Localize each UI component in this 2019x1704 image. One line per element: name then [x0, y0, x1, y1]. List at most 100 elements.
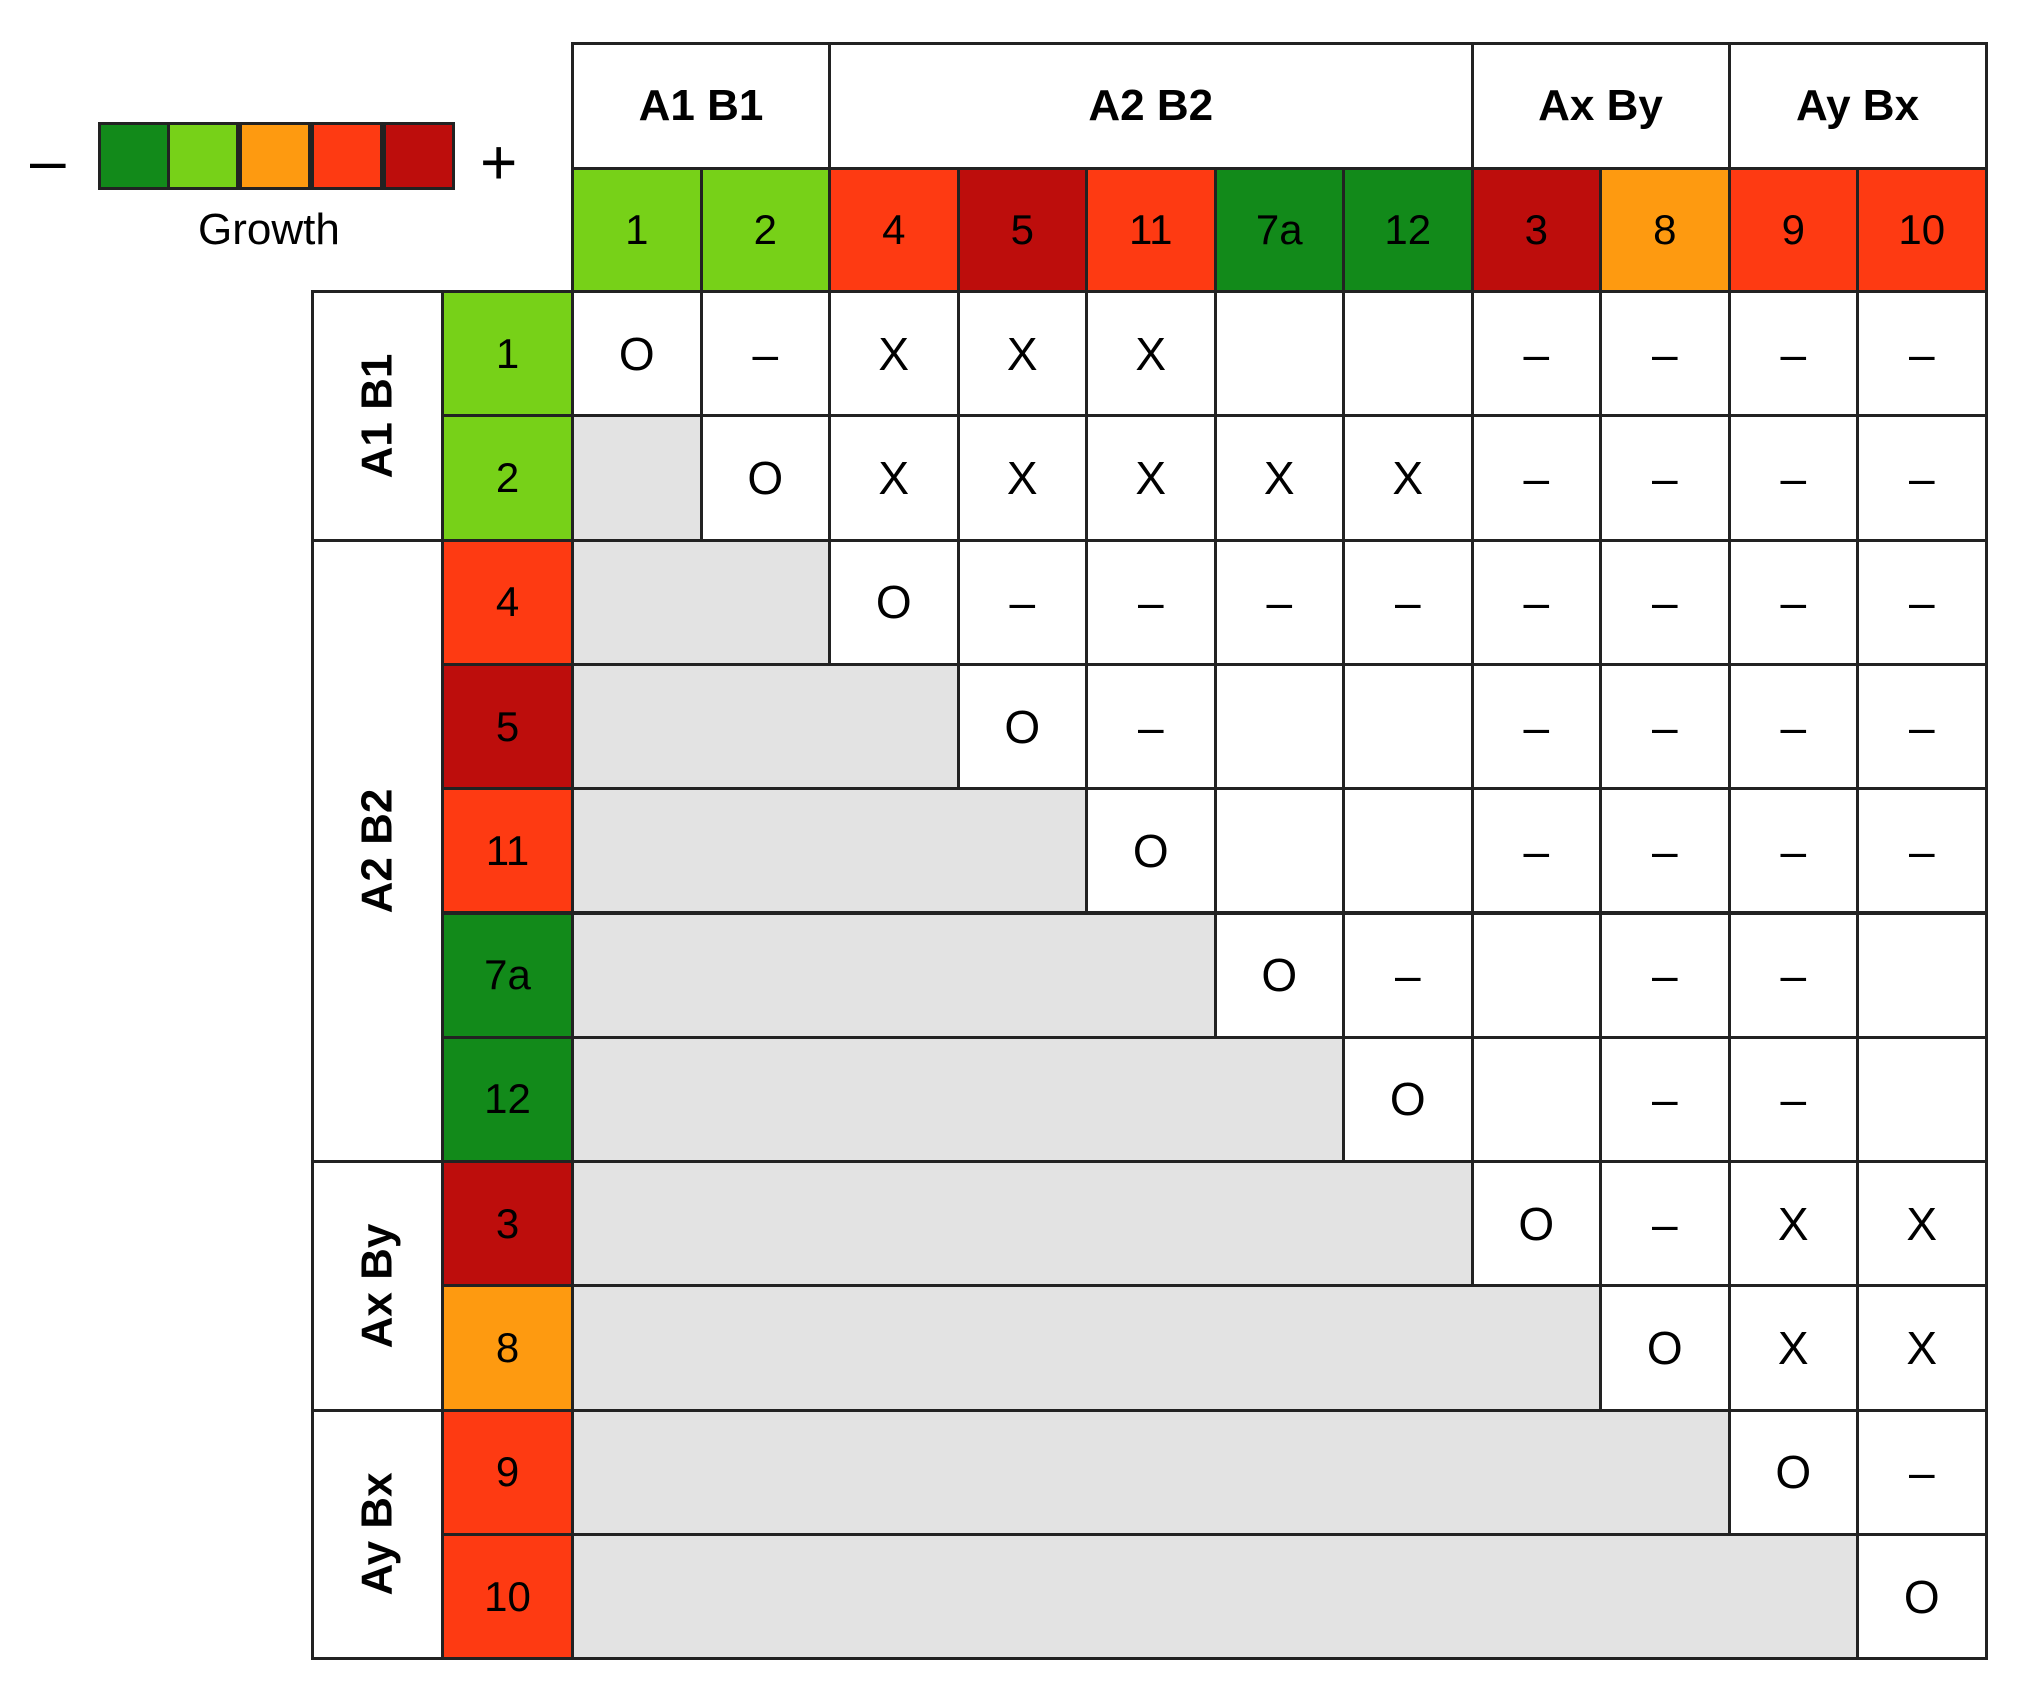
lower-triangle-fill: [571, 1408, 1731, 1536]
matrix-cell: –: [1599, 787, 1731, 915]
lower-triangle-fill: [571, 1160, 1474, 1288]
row-strain-label: 7a: [484, 951, 531, 999]
matrix-cell: X: [1727, 1160, 1859, 1288]
row-strain-label: 12: [484, 1075, 531, 1123]
row-header-strain: 5: [441, 662, 574, 791]
legend-swatch-4: [311, 122, 383, 190]
matrix-cell-mark: –: [1908, 327, 1935, 380]
column-group-header: A2 B2: [828, 42, 1474, 170]
matrix-cell: –: [1085, 662, 1217, 791]
row-group-label: A2 B2: [352, 788, 402, 914]
column-strain-label: 5: [1010, 206, 1034, 253]
row-group-header: A1 B1: [311, 290, 444, 542]
lower-triangle-fill: [571, 662, 960, 791]
matrix-cell-mark: O: [1518, 1197, 1555, 1250]
matrix-cell: O: [1727, 1408, 1859, 1536]
matrix-cell-mark: X: [1777, 1197, 1809, 1250]
lower-triangle-fill: [571, 414, 703, 542]
column-header-strain: 12: [1342, 167, 1474, 293]
legend-minus-sign: –: [30, 124, 66, 196]
lower-triangle-fill: [571, 1284, 1602, 1412]
column-header-strain: 8: [1599, 167, 1731, 293]
row-header-strain: 3: [441, 1160, 574, 1288]
row-group-label: Ax By: [352, 1223, 402, 1349]
matrix-cell-mark: –: [1651, 824, 1678, 877]
matrix-cell: –: [699, 290, 831, 418]
matrix-cell: –: [1856, 290, 1988, 418]
matrix-cell-mark: –: [1523, 824, 1550, 877]
column-group-label: A1 B1: [638, 81, 764, 130]
column-strain-label: 9: [1781, 206, 1805, 253]
matrix-cell-mark: X: [1906, 1197, 1938, 1250]
matrix-cell: –: [1342, 538, 1474, 666]
matrix-cell-mark: X: [1135, 327, 1167, 380]
matrix-cell-mark: –: [1780, 700, 1807, 753]
column-header-strain: 5: [956, 167, 1088, 293]
row-strain-label: 9: [495, 1448, 520, 1496]
matrix-cell: [1342, 662, 1474, 791]
matrix-cell: X: [1727, 1284, 1859, 1412]
matrix-cell: –: [1856, 1408, 1988, 1536]
column-header-strain: 9: [1727, 167, 1859, 293]
matrix-cell: –: [1727, 911, 1859, 1039]
column-group-header: Ay Bx: [1727, 42, 1988, 170]
matrix-cell: –: [1727, 538, 1859, 666]
matrix-cell-mark: O: [1903, 1570, 1940, 1623]
matrix-cell: X: [956, 290, 1088, 418]
row-header-strain: 9: [441, 1408, 574, 1536]
matrix-cell-mark: O: [1004, 700, 1041, 753]
column-group-label: A2 B2: [1088, 81, 1214, 130]
matrix-cell-mark: X: [1392, 451, 1424, 504]
row-group-label: A1 B1: [352, 353, 402, 479]
matrix-cell-mark: –: [1651, 1197, 1678, 1250]
matrix-cell-mark: –: [1523, 451, 1550, 504]
matrix-cell-mark: –: [1137, 576, 1164, 629]
matrix-cell-mark: O: [1389, 1073, 1426, 1126]
matrix-cell-mark: –: [1780, 451, 1807, 504]
matrix-cell: –: [1727, 1035, 1859, 1164]
matrix-cell-mark: X: [1135, 451, 1167, 504]
column-strain-label: 11: [1128, 206, 1173, 253]
matrix-cell: –: [1727, 662, 1859, 791]
column-strain-label: 2: [753, 206, 777, 253]
legend-swatch-5: [383, 122, 455, 190]
matrix-cell: –: [1599, 1160, 1731, 1288]
matrix-cell: –: [1599, 414, 1731, 542]
matrix-cell-mark: –: [1908, 1446, 1935, 1499]
matrix-cell: O: [571, 290, 703, 418]
matrix-cell-mark: –: [1908, 576, 1935, 629]
matrix-cell: –: [1599, 662, 1731, 791]
matrix-cell: [1470, 1035, 1602, 1164]
matrix-cell: X: [1856, 1160, 1988, 1288]
matrix-cell-mark: –: [1651, 451, 1678, 504]
matrix-cell: X: [1213, 414, 1345, 542]
row-group-label: Ay Bx: [352, 1472, 402, 1597]
matrix-cell-mark: –: [1266, 576, 1293, 629]
matrix-cell: [1470, 911, 1602, 1039]
matrix-cell-mark: –: [1651, 949, 1678, 1002]
column-header-strain: 1: [571, 167, 703, 293]
matrix-cell: [1213, 662, 1345, 791]
matrix-cell-mark: O: [618, 327, 655, 380]
matrix-cell-mark: –: [1780, 576, 1807, 629]
matrix-cell: –: [1599, 538, 1731, 666]
row-strain-label: 11: [485, 826, 530, 874]
lower-triangle-fill: [571, 1533, 1859, 1661]
matrix-cell: O: [1856, 1533, 1988, 1661]
lower-triangle-fill: [571, 1035, 1345, 1164]
matrix-cell-mark: –: [752, 327, 779, 380]
matrix-cell: –: [1727, 290, 1859, 418]
matrix-cell: –: [1213, 538, 1345, 666]
matrix-cell: X: [828, 414, 960, 542]
column-header-strain: 10: [1856, 167, 1988, 293]
matrix-cell: [1856, 911, 1988, 1039]
column-strain-label: 3: [1524, 206, 1548, 253]
matrix-cell-mark: O: [1261, 949, 1298, 1002]
matrix-cell-mark: –: [1137, 700, 1164, 753]
legend-label: Growth: [198, 205, 340, 254]
matrix-cell: –: [1599, 290, 1731, 418]
matrix-cell: –: [1342, 911, 1474, 1039]
matrix-cell-mark: –: [1523, 327, 1550, 380]
matrix-cell: X: [1856, 1284, 1988, 1412]
